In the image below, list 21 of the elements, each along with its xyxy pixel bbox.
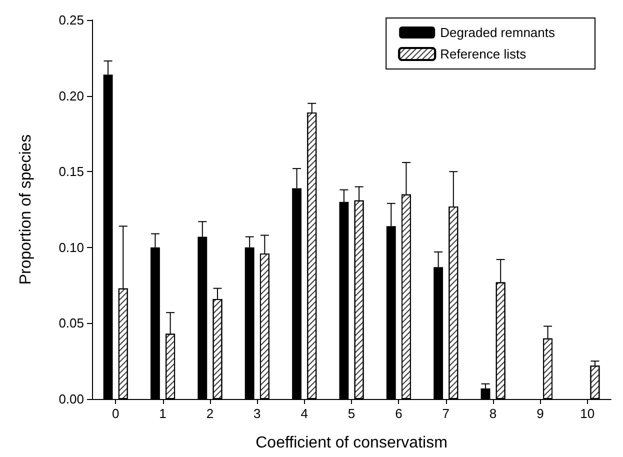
x-tick-label: 2: [206, 406, 214, 421]
x-tick-label: 0: [112, 406, 120, 421]
x-tick-label: 9: [536, 406, 544, 421]
y-tick-label: 0.00: [58, 392, 84, 406]
x-tick-label: 10: [580, 406, 595, 421]
x-tick-label: 4: [300, 406, 308, 421]
y-tick-label: 0.05: [58, 316, 84, 331]
x-tick-label: 6: [395, 406, 402, 421]
y-tick-label: 0.20: [58, 88, 84, 104]
x-tick-label: 1: [159, 406, 166, 421]
x-tick-label: 7: [442, 406, 450, 421]
x-tick-label: 8: [489, 406, 497, 421]
x-tick-label: 3: [254, 406, 261, 421]
x-tick-label: 5: [348, 406, 356, 421]
x-axis-title: Coefficient of conservatism: [256, 434, 448, 452]
y-tick-label: 0.10: [58, 240, 84, 255]
y-tick-label: 0.15: [58, 164, 84, 180]
y-tick-label: 0.25: [58, 12, 84, 28]
legend-label: Degraded remnants: [440, 25, 556, 40]
y-axis-title: Proportion of species: [18, 134, 34, 285]
legend-label: Reference lists: [440, 46, 527, 62]
